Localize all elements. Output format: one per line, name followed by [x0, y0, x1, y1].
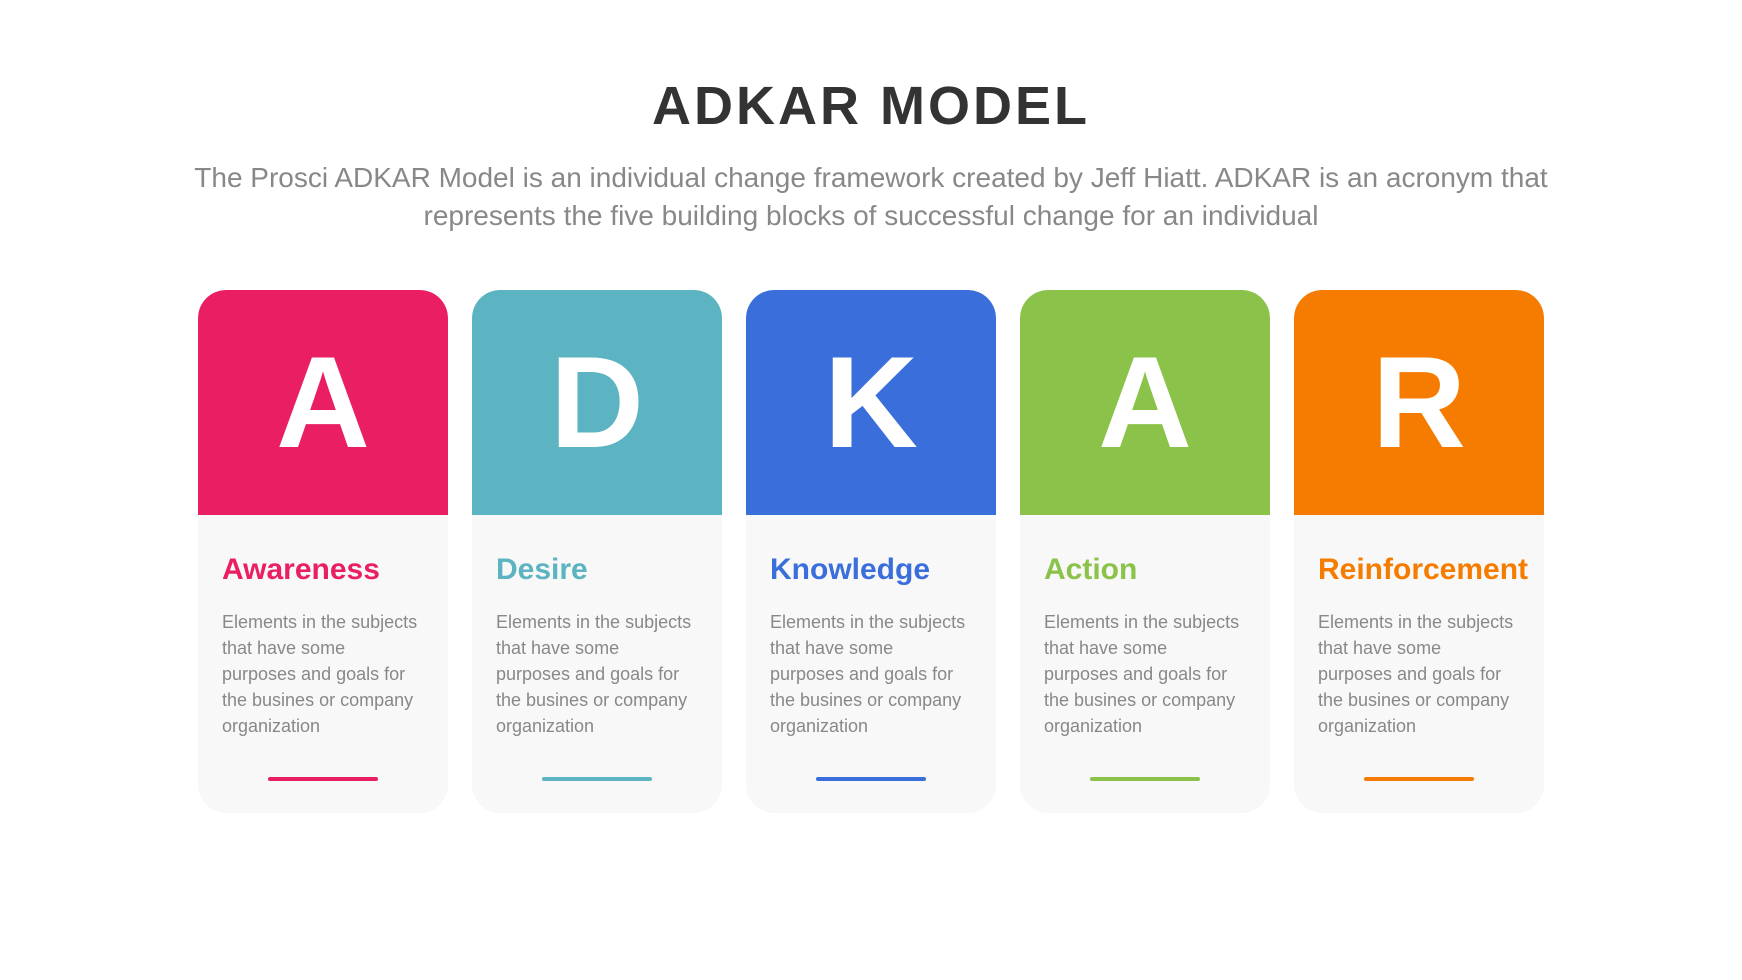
card-title: Knowledge [770, 553, 972, 587]
card-body: Action Elements in the subjects that hav… [1020, 515, 1270, 813]
card-letter: K [824, 337, 918, 467]
card-knowledge: K Knowledge Elements in the subjects tha… [746, 290, 996, 813]
main-container: ADKAR MODEL The Prosci ADKAR Model is an… [0, 0, 1742, 980]
card-awareness: A Awareness Elements in the subjects tha… [198, 290, 448, 813]
card-title: Action [1044, 553, 1246, 587]
page-title: ADKAR MODEL [652, 75, 1090, 137]
card-description: Elements in the subjects that have some … [1044, 609, 1246, 739]
card-description: Elements in the subjects that have some … [1318, 609, 1520, 739]
card-underline [1364, 777, 1474, 781]
card-letter: A [276, 337, 370, 467]
card-body: Desire Elements in the subjects that hav… [472, 515, 722, 813]
card-underline [268, 777, 378, 781]
card-letter: A [1098, 337, 1192, 467]
card-desire: D Desire Elements in the subjects that h… [472, 290, 722, 813]
card-title: Desire [496, 553, 698, 587]
page-subtitle: The Prosci ADKAR Model is an individual … [146, 159, 1596, 235]
card-body: Awareness Elements in the subjects that … [198, 515, 448, 813]
card-header: K [746, 290, 996, 515]
card-letter: R [1372, 337, 1466, 467]
card-title: Reinforcement [1318, 553, 1520, 587]
card-header: A [198, 290, 448, 515]
card-letter: D [550, 337, 644, 467]
card-underline [816, 777, 926, 781]
card-body: Knowledge Elements in the subjects that … [746, 515, 996, 813]
card-description: Elements in the subjects that have some … [222, 609, 424, 739]
card-body: Reinforcement Elements in the subjects t… [1294, 515, 1544, 813]
card-description: Elements in the subjects that have some … [770, 609, 972, 739]
card-reinforcement: R Reinforcement Elements in the subjects… [1294, 290, 1544, 813]
card-header: D [472, 290, 722, 515]
card-description: Elements in the subjects that have some … [496, 609, 698, 739]
card-title: Awareness [222, 553, 424, 587]
card-action: A Action Elements in the subjects that h… [1020, 290, 1270, 813]
card-header: R [1294, 290, 1544, 515]
card-header: A [1020, 290, 1270, 515]
card-underline [542, 777, 652, 781]
card-underline [1090, 777, 1200, 781]
cards-row: A Awareness Elements in the subjects tha… [0, 290, 1742, 813]
